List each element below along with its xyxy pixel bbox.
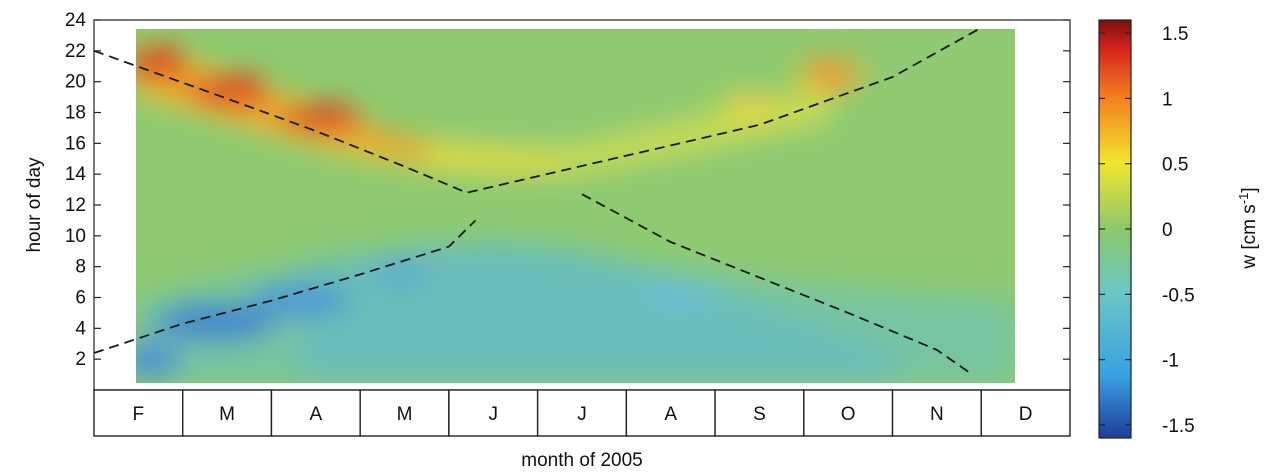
colorbar-tick-label: 0 bbox=[1162, 220, 1173, 241]
month-box bbox=[714, 389, 805, 437]
y-tick-label: 22 bbox=[65, 41, 86, 62]
y-tick-label: 2 bbox=[75, 349, 86, 370]
colorbar-tick-label: -1 bbox=[1162, 351, 1179, 372]
month-label: J bbox=[577, 404, 587, 425]
month-label: O bbox=[841, 404, 856, 425]
month-box bbox=[625, 389, 716, 437]
heatmap-field bbox=[136, 29, 1015, 383]
y-tick-label: 14 bbox=[65, 164, 87, 185]
dashed-line-sunset bbox=[93, 26, 982, 194]
colorbar-tick-label: 1.5 bbox=[1162, 24, 1188, 45]
colorbar-tick-label: 0.5 bbox=[1162, 155, 1188, 176]
y-tick-label: 4 bbox=[75, 318, 86, 339]
month-label: D bbox=[1019, 404, 1033, 425]
colorbar-tick-label: -0.5 bbox=[1162, 285, 1195, 306]
month-box bbox=[448, 389, 539, 437]
month-box bbox=[980, 389, 1071, 437]
month-label: A bbox=[309, 404, 322, 425]
y-tick-label: 10 bbox=[65, 226, 86, 247]
x-axis-label: month of 2005 bbox=[521, 450, 642, 471]
month-box bbox=[93, 389, 184, 437]
y-tick-label: 12 bbox=[65, 195, 86, 216]
month-label: F bbox=[133, 404, 145, 425]
y-tick-label: 8 bbox=[75, 257, 86, 278]
colorbar-label: w [cm s-1] bbox=[1236, 187, 1260, 269]
month-box bbox=[891, 389, 982, 437]
y-tick-label: 16 bbox=[65, 133, 86, 154]
month-label: S bbox=[753, 404, 766, 425]
colorbar-tick-label: 1 bbox=[1162, 89, 1173, 110]
month-box bbox=[803, 389, 894, 437]
y-axis-right-ticks bbox=[1063, 19, 1070, 360]
y-axis-label: hour of day bbox=[24, 157, 45, 253]
month-label: J bbox=[489, 404, 499, 425]
dashed-line-sunrise bbox=[93, 219, 477, 354]
month-label: N bbox=[930, 404, 944, 425]
colorbar-ticks: 1.5 1 0.5 0 -0.5 -1 -1.5 bbox=[1099, 24, 1195, 437]
month-box bbox=[182, 389, 273, 437]
month-label: M bbox=[397, 404, 413, 425]
month-box bbox=[270, 389, 361, 437]
colorbar-tick-label: -1.5 bbox=[1162, 416, 1195, 437]
dashed-line-sunrise-autumn bbox=[581, 193, 973, 376]
y-tick-label: 18 bbox=[65, 103, 86, 124]
y-tick-label: 20 bbox=[65, 72, 86, 93]
y-tick-label: 24 bbox=[65, 10, 87, 31]
month-box bbox=[536, 389, 628, 437]
month-box bbox=[359, 389, 450, 437]
dashed-lines bbox=[93, 26, 982, 376]
month-label: A bbox=[664, 404, 677, 425]
month-label: M bbox=[219, 404, 235, 425]
y-tick-label: 6 bbox=[75, 288, 86, 309]
